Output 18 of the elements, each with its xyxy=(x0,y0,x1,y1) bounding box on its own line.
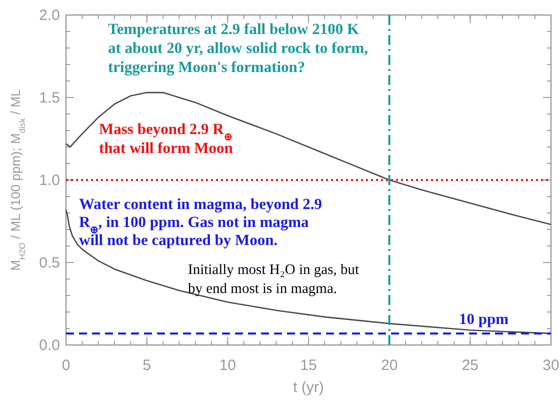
x-tick-label: 30 xyxy=(542,357,560,374)
y-tick-label: 1.5 xyxy=(39,90,60,106)
annotation: Initially most H₂O in gas, but by end most is in magma. xyxy=(188,262,359,297)
ref-line-label: Mass beyond 2.9 R$_{⊕}$ that will form Moon xyxy=(99,121,234,157)
ref-line-label: 10 ppm xyxy=(459,311,509,328)
y-tick-label: 2.0 xyxy=(39,7,60,24)
ref-line-label: Temperatures at 2.9 fall below 2100 K at about 20 yr, allow solid rock to form, triggering Moon's formation? xyxy=(108,21,368,76)
x-tick-label: 5 xyxy=(142,357,152,374)
x-tick-label: 15 xyxy=(300,357,317,374)
x-axis-title: t (yr) xyxy=(293,379,324,396)
x-tick-label: 20 xyxy=(380,357,398,374)
y-tick-label: 1.0 xyxy=(39,172,60,189)
y-tick-label: 0.0 xyxy=(39,337,60,354)
x-tick-label: 0 xyxy=(62,357,70,374)
annotation: Water content in magma, beyond 2.9 R$_{⊕}$, in 100 ppm. Gas not in magma will not be captured by Moon. xyxy=(79,196,322,249)
x-tick-label: 25 xyxy=(462,357,479,374)
x-tick-label: 10 xyxy=(219,357,236,374)
y-tick-label: 0.5 xyxy=(39,254,60,272)
